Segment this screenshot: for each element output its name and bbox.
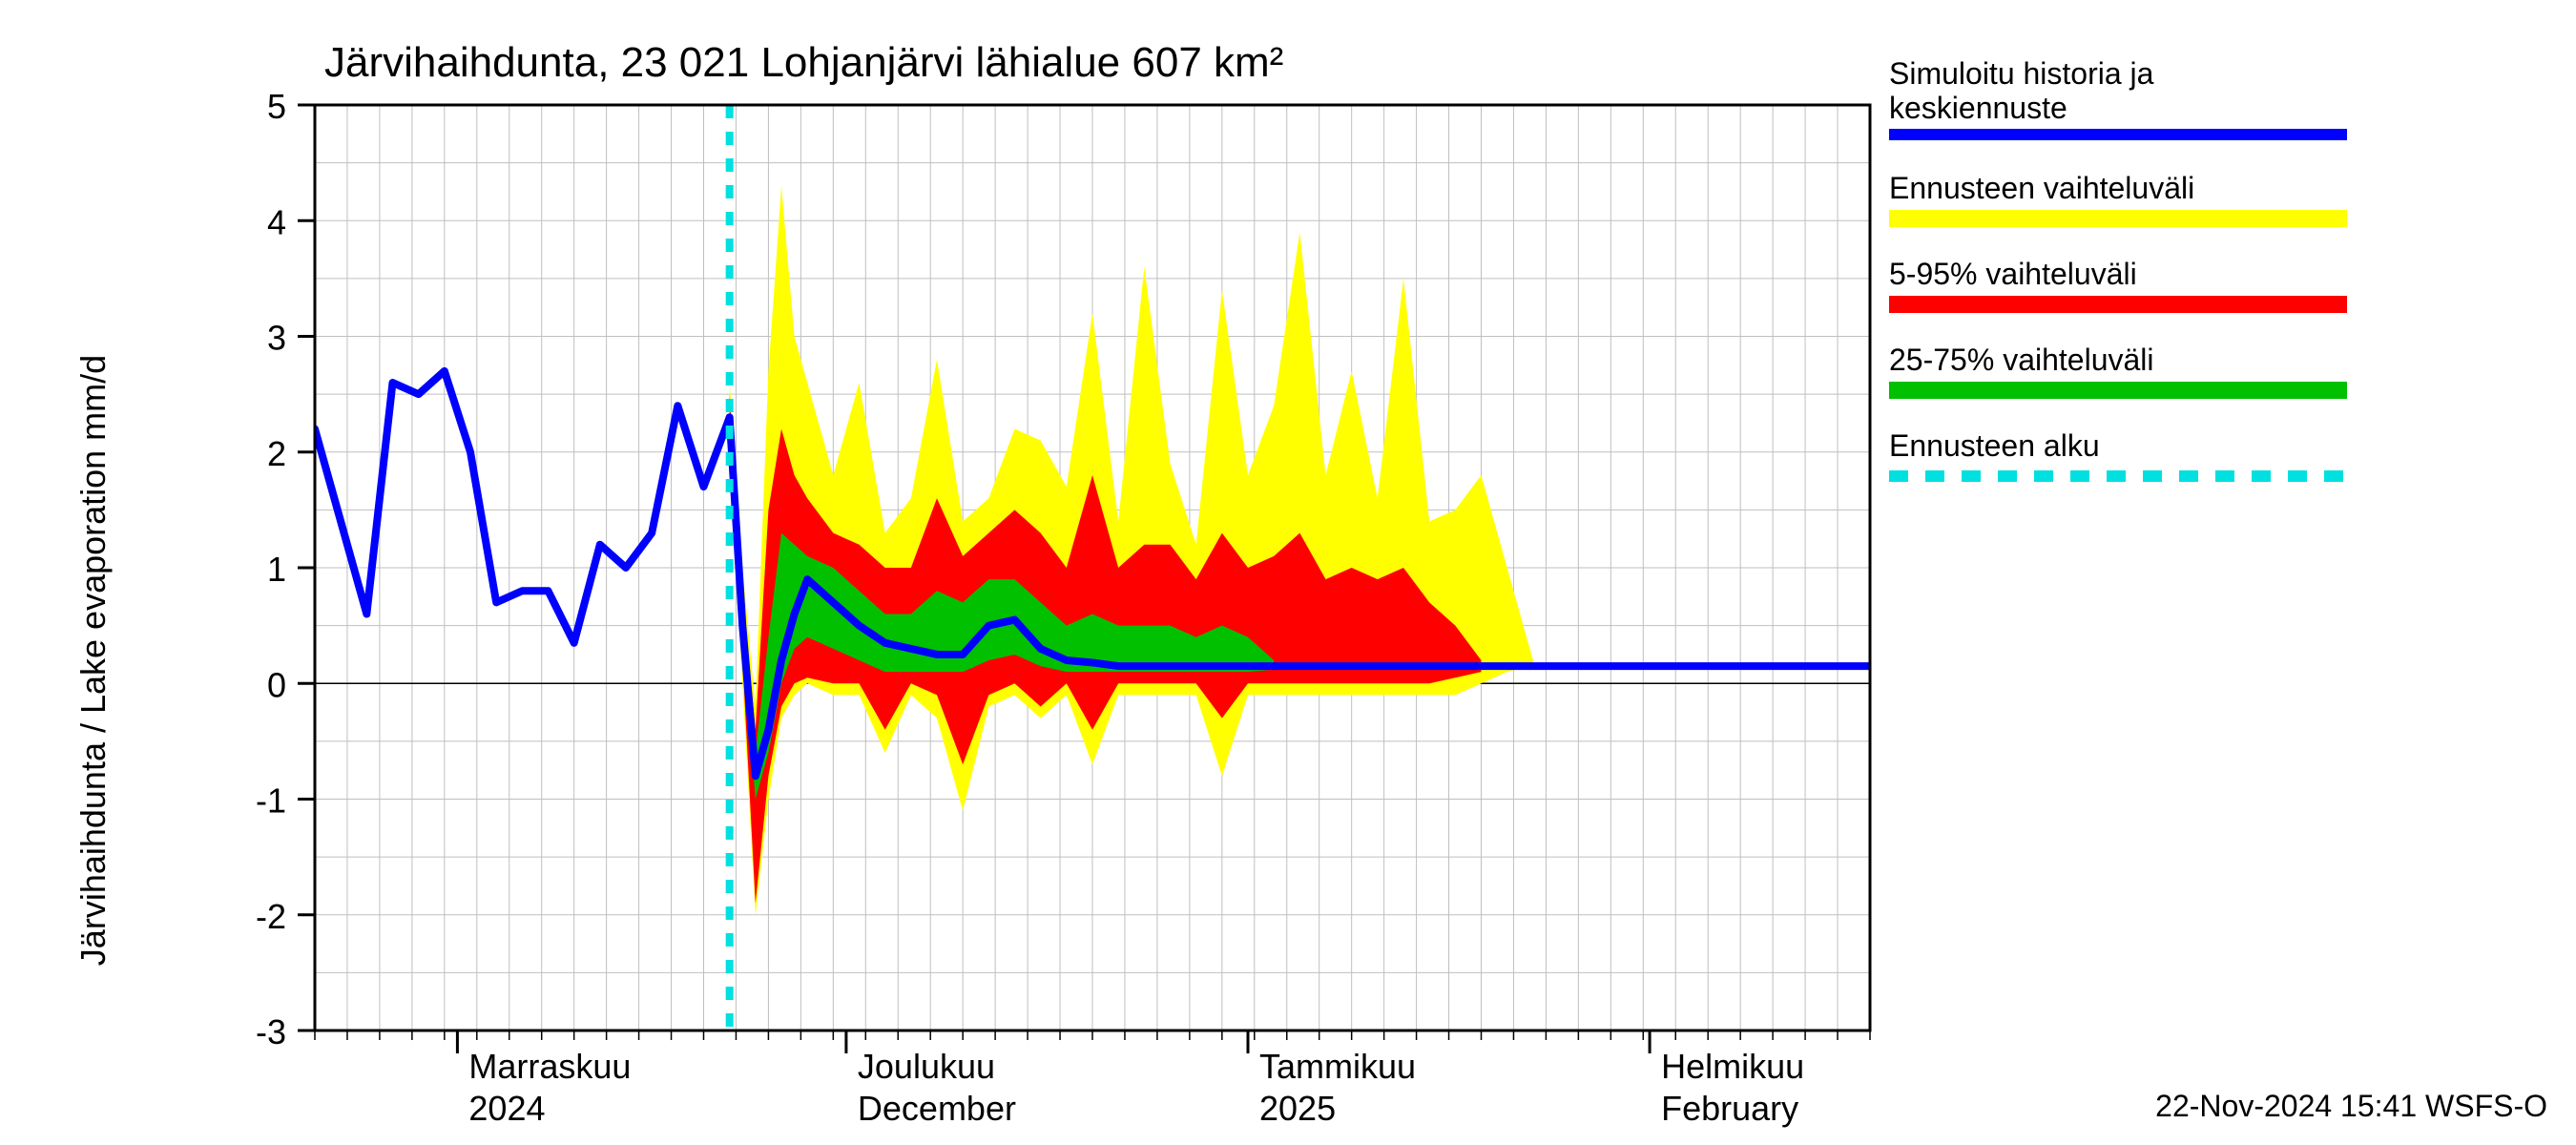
y-tick-label: 5	[267, 87, 286, 126]
x-tick-label-top: Joulukuu	[858, 1047, 995, 1086]
y-tick-label: 3	[267, 319, 286, 358]
x-tick-label-top: Helmikuu	[1661, 1047, 1804, 1086]
y-tick-label: 0	[267, 665, 286, 704]
y-axis-label: Järvihaihdunta / Lake evaporation mm/d	[73, 355, 113, 966]
y-tick-label: 4	[267, 202, 286, 241]
y-tick-label: 2	[267, 434, 286, 473]
legend-swatch	[1889, 382, 2347, 399]
legend-label: Ennusteen alku	[1889, 428, 2100, 463]
chart-svg: -3 -2 -1 0 1 2 3 4 5 Marraskuu2024 JoulukuuDecembe…	[0, 0, 2576, 1145]
x-tick-label-bottom: 2024	[468, 1089, 545, 1128]
x-tick-label-bottom: 2025	[1259, 1089, 1336, 1128]
legend-swatch	[1889, 296, 2347, 313]
chart-title: Järvihaihdunta, 23 021 Lohjanjärvi lähia…	[324, 39, 1283, 86]
legend-swatch	[1889, 210, 2347, 227]
legend-label: Ennusteen vaihteluväli	[1889, 171, 2194, 205]
x-tick-label-top: Marraskuu	[468, 1047, 631, 1086]
y-tick-label: -2	[256, 897, 286, 936]
legend-label: Simuloitu historia ja	[1889, 56, 2154, 91]
chart-container: -3 -2 -1 0 1 2 3 4 5 Marraskuu2024 JoulukuuDecembe…	[0, 0, 2576, 1145]
x-tick-label-bottom: December	[858, 1089, 1016, 1128]
legend-label: keskiennuste	[1889, 91, 2067, 125]
y-tick-label: 1	[267, 550, 286, 589]
legend-label: 25-75% vaihteluväli	[1889, 343, 2154, 377]
legend-label: 5-95% vaihteluväli	[1889, 257, 2137, 291]
y-tick-label: -1	[256, 781, 286, 821]
x-tick-label-top: Tammikuu	[1259, 1047, 1416, 1086]
footer-timestamp: 22-Nov-2024 15:41 WSFS-O	[2155, 1089, 2547, 1123]
x-tick-label-bottom: February	[1661, 1089, 1798, 1128]
y-tick-label: -3	[256, 1012, 286, 1051]
